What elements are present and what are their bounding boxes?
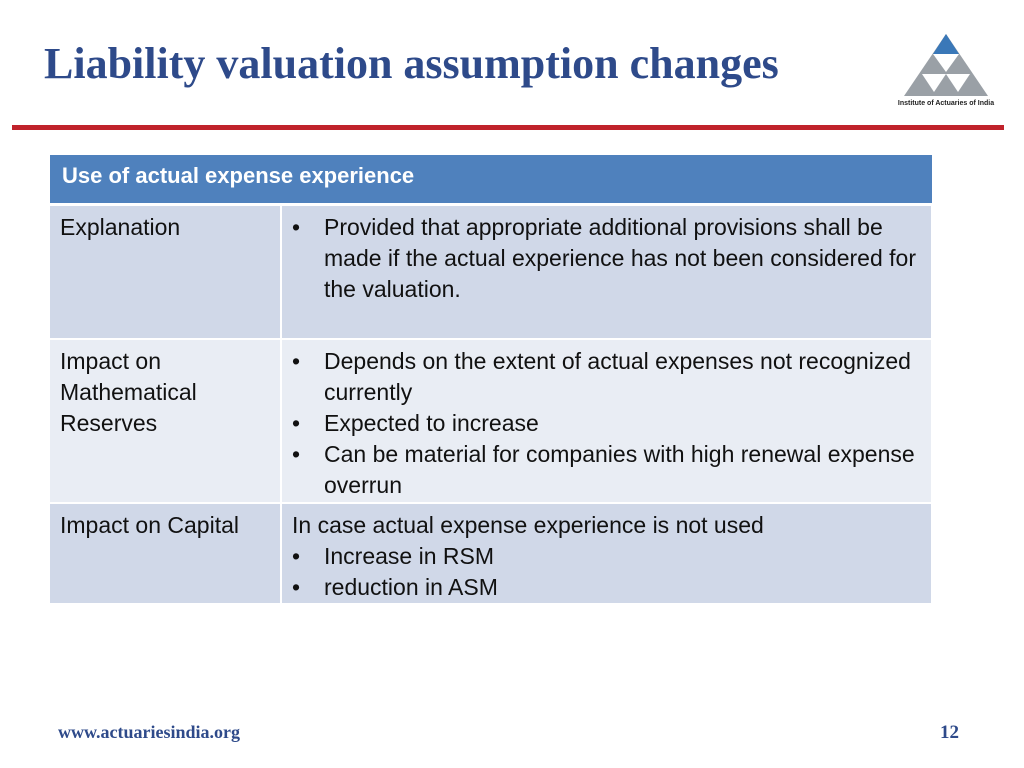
row-content-capital: In case actual expense experience is not…	[281, 503, 933, 605]
row-lead-text: In case actual expense experience is not…	[292, 512, 764, 538]
slide-title: Liability valuation assumption changes	[44, 39, 779, 88]
bullet-item: Provided that appropriate additional pro…	[292, 212, 921, 305]
row-label-capital: Impact on Capital	[50, 503, 282, 605]
table-row: Explanation Provided that appropriate ad…	[50, 204, 933, 340]
bullet-list: Provided that appropriate additional pro…	[292, 212, 921, 305]
logo-triangle-icon	[904, 34, 988, 96]
bullet-list: Depends on the extent of actual expenses…	[292, 346, 921, 501]
bullet-item: Expected to increase	[292, 408, 921, 439]
bullet-item: Can be material for companies with high …	[292, 439, 921, 501]
page-number: 12	[940, 722, 959, 743]
bullet-item: reduction in ASM	[292, 572, 921, 603]
bullet-list: Increase in RSM reduction in ASM	[292, 541, 921, 603]
logo-caption: Institute of Actuaries of India	[897, 100, 995, 107]
bullet-item: Increase in RSM	[292, 541, 921, 572]
table-header-row: Use of actual expense experience	[50, 155, 932, 206]
title-divider	[12, 125, 1004, 130]
bullet-item: Depends on the extent of actual expenses…	[292, 346, 921, 408]
assumption-table: Use of actual expense experience Explana…	[50, 155, 933, 605]
row-content-explanation: Provided that appropriate additional pro…	[281, 204, 933, 340]
row-label-reserves: Impact on Mathematical Reserves	[50, 339, 282, 504]
row-content-reserves: Depends on the extent of actual expenses…	[281, 339, 933, 504]
table-row: Impact on Capital In case actual expense…	[50, 503, 933, 605]
table-header: Use of actual expense experience	[50, 155, 932, 206]
row-label-explanation: Explanation	[50, 204, 282, 340]
footer-website: www.actuariesindia.org	[58, 722, 240, 742]
institute-logo: Institute of Actuaries of India	[894, 32, 998, 114]
table-row: Impact on Mathematical Reserves Depends …	[50, 339, 933, 504]
